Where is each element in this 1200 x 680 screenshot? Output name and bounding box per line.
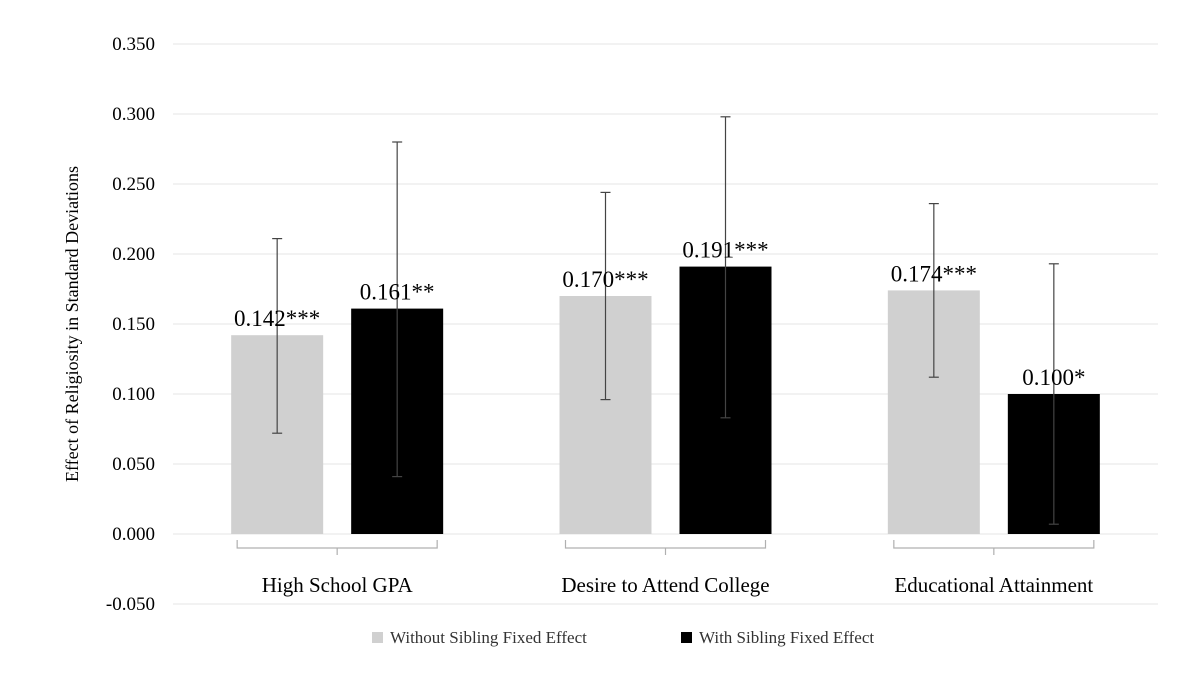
legend-label: With Sibling Fixed Effect bbox=[699, 628, 874, 647]
legend-swatch bbox=[681, 632, 692, 643]
data-label: 0.170*** bbox=[562, 267, 648, 292]
gridlines bbox=[173, 43, 1158, 605]
error-bars bbox=[272, 116, 1059, 525]
bars bbox=[231, 266, 1100, 534]
data-label: 0.100* bbox=[1022, 365, 1085, 390]
y-tick-label: 0.250 bbox=[112, 174, 155, 195]
axes: 0.350 0.300 0.250 0.200 0.150 0.100 0.050 0.000… bbox=[62, 34, 1095, 615]
y-tick-label: 0.300 bbox=[112, 104, 155, 125]
y-tick-label: 0.100 bbox=[112, 384, 155, 405]
legend-swatch bbox=[372, 632, 383, 643]
category-bracket bbox=[893, 540, 1095, 549]
category-bracket bbox=[564, 540, 767, 549]
y-tick-label: 0.000 bbox=[112, 524, 155, 545]
data-label: 0.191*** bbox=[682, 238, 768, 263]
data-labels: 0.142*** 0.161** 0.170*** 0.191*** 0.174*** 0… bbox=[234, 238, 1085, 390]
y-tick-label: 0.350 bbox=[112, 34, 155, 55]
y-axis-title: Effect of Religiosity in Standard Deviat… bbox=[62, 166, 82, 482]
y-tick-label: 0.200 bbox=[112, 244, 155, 265]
y-tick-label: -0.050 bbox=[106, 594, 155, 615]
y-tick-label: 0.050 bbox=[112, 454, 155, 475]
category-bracket bbox=[236, 540, 438, 549]
y-tick-label: 0.150 bbox=[112, 314, 155, 335]
x-category-label: High School GPA bbox=[262, 573, 414, 597]
legend: Without Sibling Fixed Effect With Sibling… bbox=[372, 628, 874, 647]
data-label: 0.161** bbox=[360, 280, 435, 305]
legend-label: Without Sibling Fixed Effect bbox=[390, 628, 587, 647]
x-category-label: Desire to Attend College bbox=[561, 573, 769, 597]
x-category-label: Educational Attainment bbox=[894, 573, 1093, 597]
data-label: 0.142*** bbox=[234, 306, 320, 331]
data-label: 0.174*** bbox=[891, 261, 977, 286]
